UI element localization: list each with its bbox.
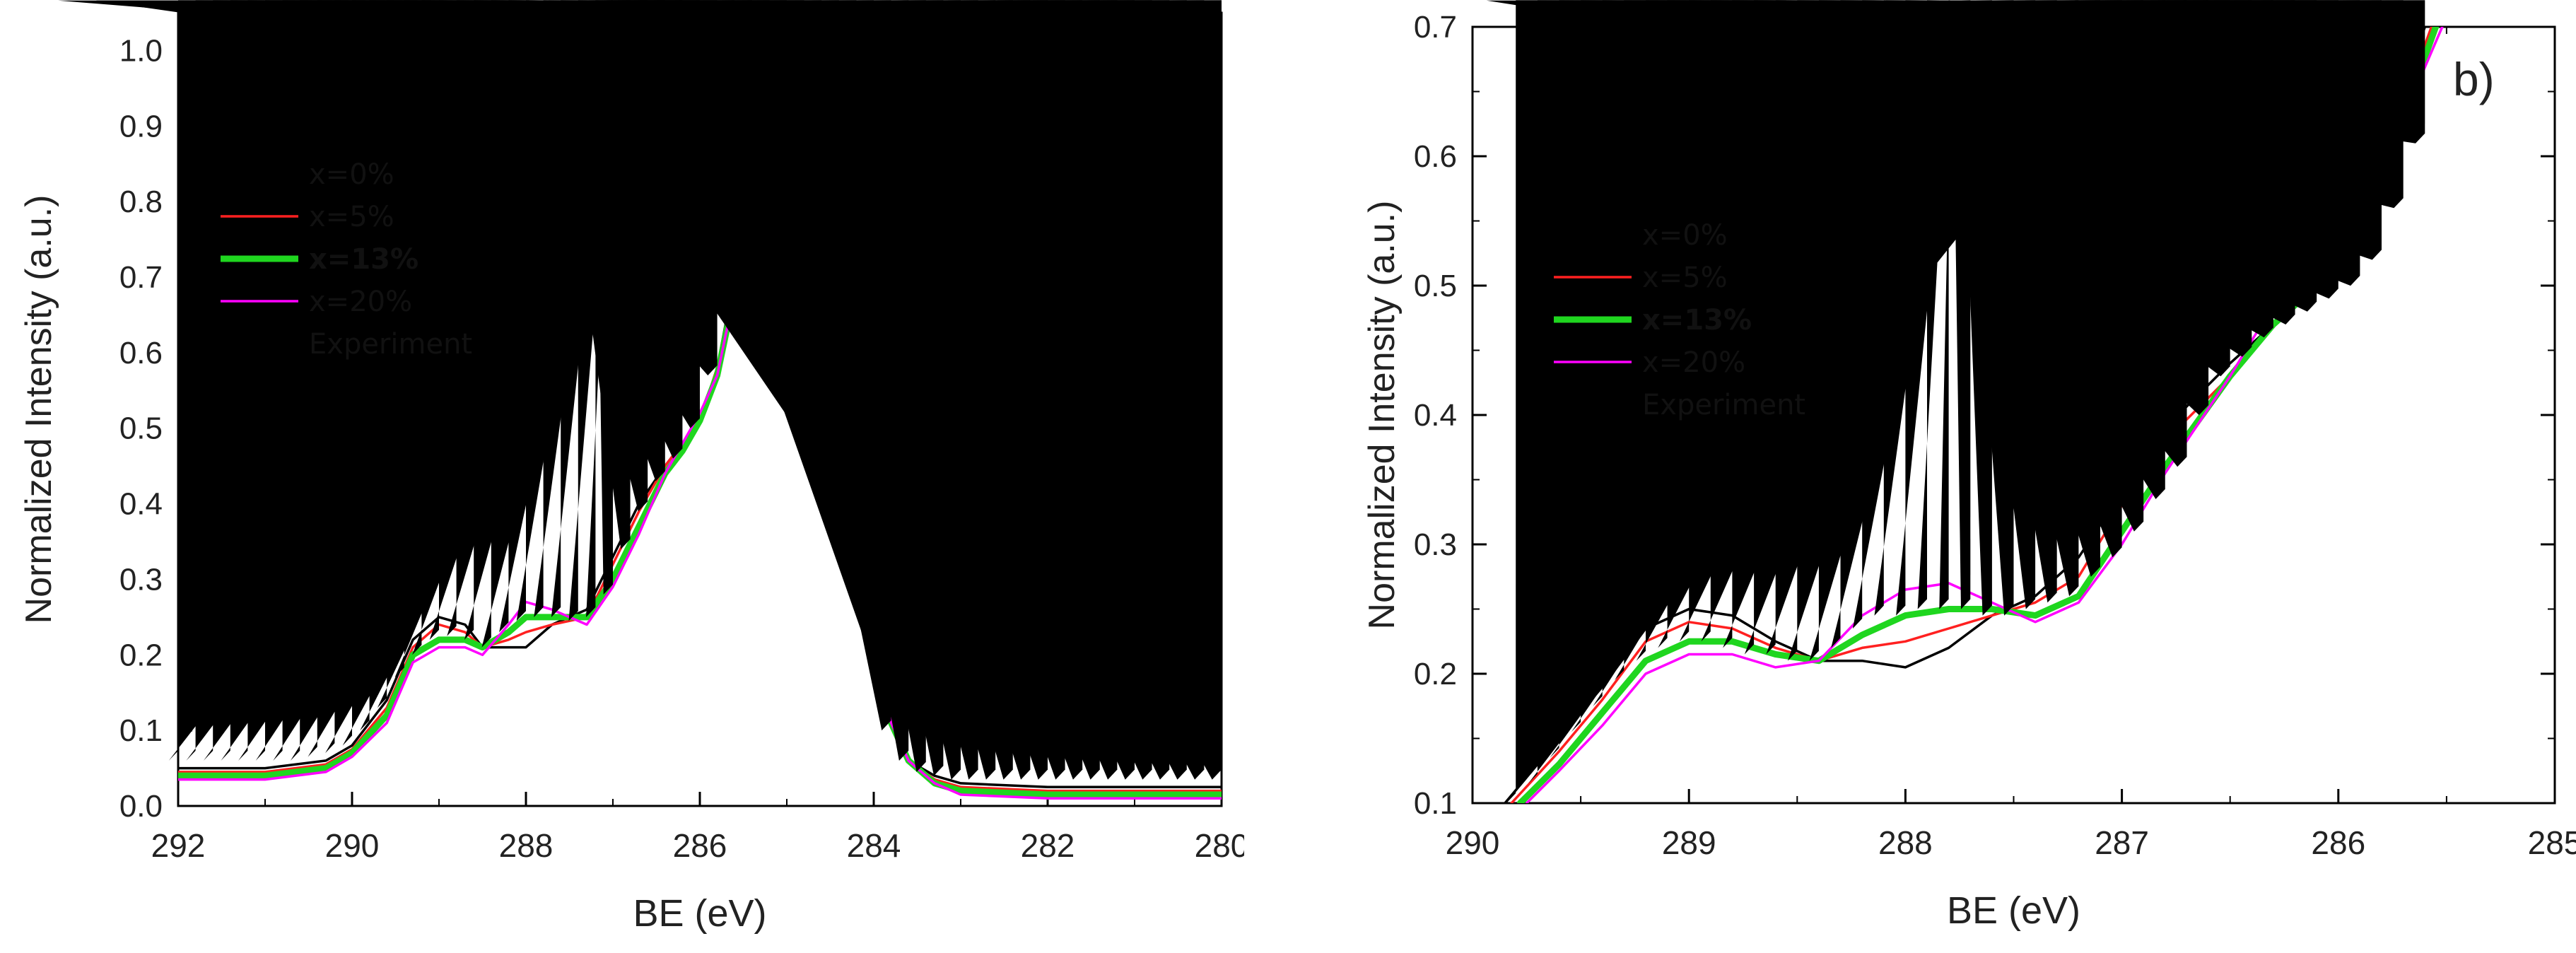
y-tick-label: 0.8 [119,185,163,219]
x-tick-label: 290 [1446,824,1500,861]
y-tick-label: 0.4 [1414,398,1457,433]
y-tick-label: 0.5 [1414,269,1457,303]
legend-marker [250,334,269,351]
y-tick-label: 0.4 [119,487,163,522]
legend: x=0% x=5% x=13% x=20% Experiment [1554,219,1805,421]
legend-label: x=5% [309,201,394,233]
chart-b-svg: 290 289 288 287 286 285 0.1 0.2 0.3 0.4 0.5 0.6 0.7 B… [1362,0,2576,932]
x-tick-label: 285 [2528,824,2576,861]
x-tick-label: 282 [1021,827,1075,864]
x-tick-label: 286 [2311,824,2365,861]
chart-a-svg: 292 290 288 286 284 282 280 0.0 0.1 0.2 0.3 0.4 0.5 0… [18,0,1244,935]
x-tick-label: 286 [673,827,727,864]
y-tick-label: 0.6 [119,336,163,370]
legend-label: x=0% [1642,219,1728,252]
legend-label: Experiment [309,328,472,361]
experiment-point [779,0,1222,780]
x-tick-label: 284 [847,827,901,864]
legend-label: x=13% [309,243,418,276]
legend-label: x=13% [1642,304,1752,337]
y-tick-label: 0.5 [119,411,163,446]
y-tick-label: 0.7 [119,260,163,295]
x-tick-label: 288 [1878,824,1933,861]
legend: x=0% x=5% x=13% x=20% Experiment [221,158,472,361]
x-axis-title: BE (eV) [1947,889,2080,932]
x-tick-label: 290 [325,827,380,864]
x-tick-label: 289 [1662,824,1716,861]
legend-label: x=20% [1642,346,1745,379]
y-tick-label: 0.2 [1414,657,1457,691]
x-tick-label: 280 [1195,827,1244,864]
experiment-point [1486,0,2425,144]
chart-panel-b: 290 289 288 287 286 285 0.1 0.2 0.3 0.4 0.5 0.6 0.7 B… [1343,0,2576,953]
y-tick-label: 0.6 [1414,139,1457,174]
x-tick-label: 288 [499,827,554,864]
y-tick-label: 0.3 [119,562,163,597]
x-axis-title: BE (eV) [633,892,766,935]
y-tick-label: 0.2 [119,638,163,672]
y-tick-label: 0.9 [119,109,163,144]
x-tick-label: 287 [2095,824,2149,861]
legend-label: Experiment [1642,389,1805,421]
y-tick-label: 0.7 [1414,10,1457,45]
legend-label: x=5% [1642,262,1728,294]
y-axis-title: Normalized Intensity (a.u.) [1362,201,1403,630]
y-tick-label: 0.1 [119,713,163,748]
chart-panel-a: 292 290 288 286 284 282 280 0.0 0.1 0.2 0.3 0.4 0.5 0… [0,0,1244,953]
y-tick-label: 0.3 [1414,527,1457,562]
legend-label: x=20% [309,286,412,318]
x-tick-label: 292 [151,827,206,864]
panel-label: b) [2453,53,2495,105]
y-tick-label: 0.1 [1414,786,1457,821]
legend-label: x=0% [309,158,394,191]
y-axis-title: Normalized Intensity (a.u.) [18,195,59,624]
y-tick-label: 0.0 [119,789,163,824]
y-tick-label: 1.0 [119,33,163,68]
legend-marker [1583,395,1602,411]
